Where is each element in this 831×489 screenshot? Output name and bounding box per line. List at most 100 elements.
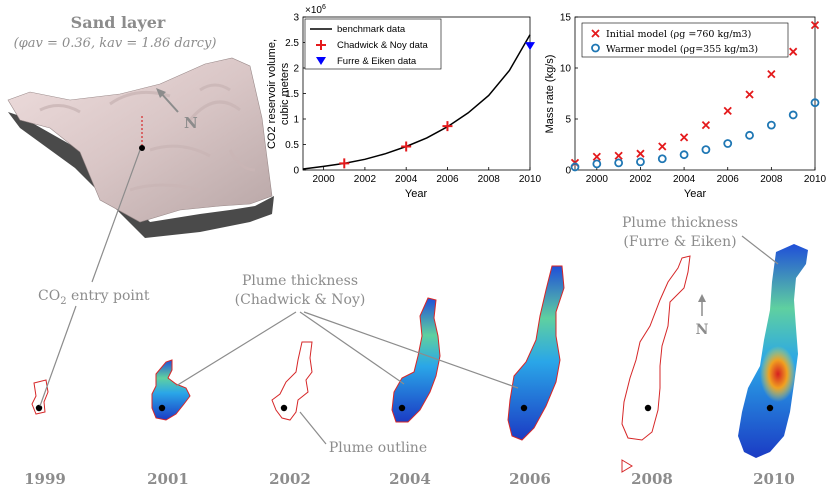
thickness-cn-leader-2001 [175,311,297,387]
plume-outline-label: Plume outline [329,440,427,456]
chadwick-point [442,121,453,132]
volume-legend-box [304,18,442,70]
plume-outline-2002 [271,341,313,421]
x-tick-label: 2000 [313,174,336,185]
sand-layer-north-label: N [184,114,198,132]
initial-model-point [679,133,689,142]
injection-point-1999 [35,404,43,412]
volume-chart-xlabel: Year [405,188,428,200]
plume-fill-2006 [507,265,565,441]
x-tick-label: 2008 [760,174,783,185]
legend-warmer-marker [591,43,600,53]
legend-furre-marker [316,57,326,65]
warmer-model-point [636,157,645,167]
plume-outline-leader [299,411,327,445]
initial-model-point [658,142,667,151]
initial-model-point [745,90,754,99]
x-tick-label: 2002 [629,174,652,185]
plume-2004 [391,297,441,423]
mass-rate-chart-frame [574,16,816,171]
volume-chart-ylabel-1: CO2 reservoir volume, [266,39,278,149]
warmer-model-point [810,98,820,108]
initial-model-point [767,69,776,79]
sand-layer-texture [39,83,256,192]
y-tick-label: 1.5 [285,89,299,100]
injection-point-2010 [766,404,774,412]
warmer-model-point [766,120,776,130]
volume-chart-legend: benchmark data Chadwick & Noy data Furre… [304,18,442,70]
plume-fill-2001 [151,359,191,421]
plume-2010-hotspot [760,346,796,402]
initial-model-point [810,21,820,30]
north-label-2008: N [696,322,709,338]
volume-chart: ×106 CO2 reservoir volume, cubic meters … [266,4,542,200]
x-tick-label: 2008 [478,174,501,185]
plume-2008 [621,255,691,473]
warmer-model-point [701,145,711,155]
y-tick-label: 10 [560,64,572,75]
mass-rate-chart-legend: Initial model (ρg =760 kg/m3) Warmer mod… [581,22,789,58]
plume-fill-2004 [391,297,441,423]
x-tick-label: 2000 [586,174,609,185]
north-arrow-2008-head [698,294,706,302]
legend-benchmark-label: benchmark data [337,24,406,35]
x-tick-label: 2010 [804,174,827,185]
y-tick-label: 0.5 [285,140,299,151]
year-label: 1999 [24,470,66,488]
legend-chadwick-label: Chadwick & Noy data [337,40,429,51]
co2-entry-label: CO2 entry point [38,288,150,307]
x-tick-label: 2006 [717,174,740,185]
year-label: 2001 [147,470,189,488]
x-tick-label: 2002 [354,174,377,185]
warmer-model-point [657,154,667,164]
y-tick-label: 0 [293,166,299,177]
warmer-model-point [723,139,733,148]
legend-chadwick-marker [316,40,326,50]
legend-warmer-label: Warmer model (ρg=355 kg/m3) [606,44,758,55]
plume-2006 [507,265,565,441]
x-tick-label: 2006 [436,174,459,185]
initial-model-point [789,47,798,56]
initial-model-point [636,149,645,158]
initial-model-point [701,120,711,130]
injection-point-2004 [398,404,406,412]
thickness-fe-label-2: (Furre & Eiken) [623,234,736,250]
y-tick-label: 2 [293,64,299,75]
initial-model-point [723,106,732,115]
warmer-model-point [592,159,602,169]
x-tick-label: 2004 [395,174,418,185]
thickness-cn-leader-2006 [303,311,519,389]
y-tick-label: 0 [565,166,571,177]
thickness-fe-leader [741,235,779,265]
sand-layer-title: Sand layer [71,13,166,32]
warmer-model-point [679,150,689,160]
mass-legend-box [581,22,789,58]
x-tick-label: 2004 [673,174,696,185]
thickness-cn-label-1: Plume thickness [242,273,358,289]
y-tick-label: 2.5 [285,38,299,49]
furre-point [525,42,535,51]
y-tick-label: 1 [293,115,299,126]
injection-point-2002 [280,404,288,412]
plume-1999 [31,379,49,415]
warmer-model-point [788,110,798,120]
entry-point-dot [139,145,145,151]
mass-rate-chart: Mass rate (kg/s) Year 2000 2002 2004 2006 20… [544,13,827,201]
injection-point-2001 [158,404,166,412]
chadwick-point [339,158,350,169]
sand-layer-surface [7,57,273,223]
legend-initial-label: Initial model (ρg =760 kg/m3) [606,29,751,40]
north-arrow-head [156,88,166,98]
injection-point-2008 [644,404,652,412]
year-label: 2006 [509,470,551,488]
year-label: 2002 [269,470,311,488]
sand-layer-panel: Sand layer (φav = 0.36, kav = 1.86 darcy… [7,13,274,238]
y-tick-label: 3 [293,13,299,24]
thickness-fe-label-1: Plume thickness [622,215,738,231]
plume-outline-1999 [31,379,49,415]
sand-layer-params: (φav = 0.36, kav = 1.86 darcy) [14,36,217,51]
legend-furre-label: Furre & Eiken data [337,56,417,67]
co2-entry-leader-bottom [39,305,77,407]
co2-entry-leader-top [91,149,141,283]
year-labels: 1999 2001 2002 2004 2006 2008 2010 [24,470,795,488]
